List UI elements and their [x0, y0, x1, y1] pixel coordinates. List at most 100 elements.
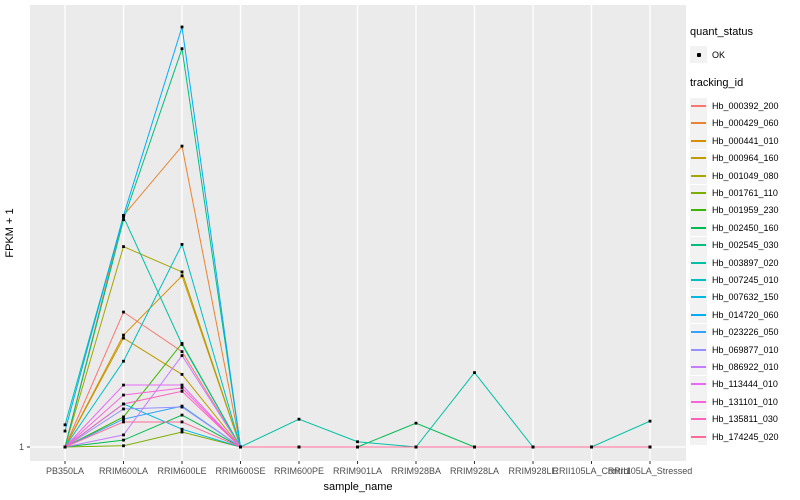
x-tick-label: PB350LA [46, 466, 84, 476]
legend-key-box [690, 410, 707, 428]
data-point [63, 445, 67, 449]
legend-item: Hb_086922_010 [690, 358, 798, 376]
x-tick-label: RRII105LA_Control [552, 466, 630, 476]
legend-item-label: Hb_001959_230 [712, 205, 779, 216]
data-point [180, 386, 184, 390]
legend-key-box [690, 167, 707, 185]
legend-item-label: Hb_007245_010 [712, 274, 779, 285]
data-point [473, 371, 476, 374]
data-point [122, 417, 125, 421]
legend-item-label: Hb_007632_150 [712, 292, 779, 303]
data-point [122, 218, 125, 222]
x-tick-label: RRIM928LE [508, 466, 557, 476]
legend-item-label: Hb_001049_080 [712, 170, 779, 181]
legend-line-glyph-icon [691, 331, 706, 334]
data-point [122, 433, 125, 437]
legend-item-label: Hb_003897_020 [712, 257, 779, 268]
legend-line-glyph-icon [691, 261, 706, 264]
data-point [590, 445, 593, 449]
data-point [122, 245, 125, 249]
data-point [180, 350, 184, 354]
legend-item: Hb_002545_030 [690, 236, 798, 254]
y-tick-label: 1 [19, 442, 24, 452]
legend-line-glyph-icon [691, 122, 706, 125]
legend-key-box [690, 236, 707, 254]
legend-item: Hb_023226_050 [690, 323, 798, 341]
data-point [531, 445, 535, 449]
point-glyph-icon [696, 52, 701, 57]
legend-line-glyph-icon [691, 244, 706, 247]
x-tick-label: RRIM928LA [450, 466, 499, 476]
legend-item: Hb_174245_020 [690, 428, 798, 445]
legend-tracking-id: tracking_id Hb_000392_200 Hb_000429_060 Hb… [690, 77, 798, 445]
data-point [180, 144, 184, 148]
legend-item: Hb_000964_160 [690, 149, 798, 167]
data-point [122, 420, 125, 424]
legend-line-glyph-icon [691, 174, 706, 177]
legend-item-label: Hb_086922_010 [712, 361, 779, 372]
data-point [180, 242, 184, 246]
legend-item-label: Hb_000964_160 [712, 153, 779, 164]
data-point [648, 445, 652, 449]
legend-quant-status: quant_status OK [690, 26, 798, 64]
legend-line-glyph-icon [691, 209, 706, 212]
legend-item-label: Hb_174245_020 [712, 431, 779, 442]
legend-line-glyph-icon [691, 400, 706, 403]
legend-item-label: Hb_002545_030 [712, 240, 779, 251]
data-point [356, 440, 359, 444]
legend-line-glyph-icon [691, 192, 706, 195]
legend-tracking-id-title: tracking_id [690, 77, 744, 90]
x-tick-label: RRII105LA_Stressed [608, 466, 693, 476]
data-point [122, 214, 125, 217]
legend-item-label: Hb_000392_200 [712, 101, 779, 112]
legend-item-label: Hb_000441_010 [712, 135, 779, 146]
data-point [414, 421, 418, 425]
data-point [180, 420, 184, 424]
legend-item-label: Hb_069877_010 [712, 344, 779, 355]
data-point [122, 402, 125, 406]
data-point [356, 445, 359, 449]
x-tick-label: RRIM600LA [99, 466, 148, 476]
x-tick-label: RRIM600LE [157, 466, 206, 476]
legend-line-glyph-icon [691, 418, 706, 421]
data-point [180, 430, 184, 434]
legend-item-label: OK [712, 49, 726, 60]
x-tick-label: RRIM600PE [274, 466, 324, 476]
legend-key-box [690, 114, 707, 132]
legend-item: Hb_001761_110 [690, 184, 798, 202]
legend-line-glyph-icon [691, 226, 706, 229]
legend-item-ok: OK [690, 46, 798, 64]
x-tick-labels: PB350LA RRIM600LA RRIM600LE RRIM600SE RRIM60… [46, 466, 692, 476]
legend-item: Hb_001959_230 [690, 201, 798, 219]
gridlines [30, 5, 686, 461]
data-point [122, 359, 125, 363]
data-point [63, 429, 67, 433]
legend-key-box [690, 375, 707, 393]
legend-line-glyph-icon [691, 435, 706, 438]
legend-item-label: Hb_000429_060 [712, 118, 779, 129]
data-point [180, 274, 184, 278]
legend-line-glyph-icon [691, 348, 706, 351]
legend-item-label: Hb_002450_160 [712, 222, 779, 233]
data-point [180, 25, 184, 29]
legend-item-label: Hb_131101_010 [712, 396, 778, 407]
x-tick-label: RRIM928BA [391, 466, 441, 476]
legend-key-box [690, 149, 707, 167]
x-tick-label: RRIM600SE [215, 466, 265, 476]
legend-quant-status-title: quant_status [690, 26, 753, 38]
legend-key-box [690, 271, 707, 289]
legend-item: Hb_003897_020 [690, 254, 798, 272]
legend-line-glyph-icon [691, 278, 706, 281]
data-point [297, 417, 301, 421]
legend-line-glyph-icon [691, 105, 706, 108]
legend-line-glyph-icon [691, 383, 706, 386]
legend-key-box [690, 97, 707, 115]
data-point [180, 343, 184, 346]
data-point [122, 336, 125, 340]
legend-item-label: Hb_113444_010 [712, 379, 778, 390]
legend-item: Hb_135811_030 [690, 410, 798, 428]
data-point [297, 445, 301, 449]
data-point [122, 310, 125, 314]
legend-tracking-id-items: Hb_000392_200 Hb_000429_060 Hb_000441_010 H… [690, 97, 798, 445]
